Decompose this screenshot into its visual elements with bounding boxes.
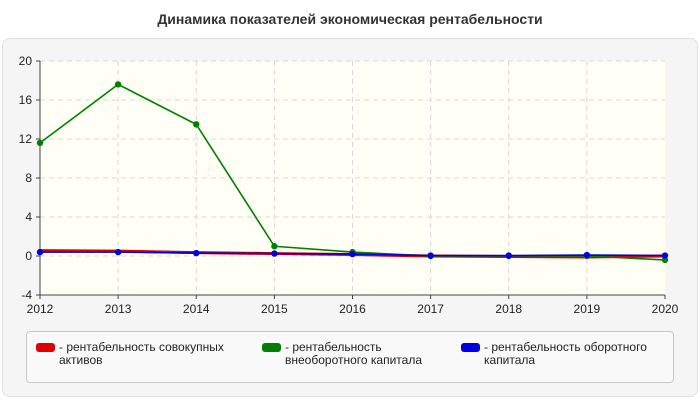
y-tick-labels: -4 0 4 8 12 16 20: [19, 54, 33, 302]
chart-title: Динамика показателей экономическая рента…: [157, 11, 543, 27]
y-tick-label: 8: [25, 171, 32, 185]
x-tick-label: 2017: [417, 302, 444, 316]
data-point: [661, 256, 669, 264]
x-tick-label: 2015: [261, 302, 288, 316]
legend: - рентабельность совокупных активов - ре…: [26, 331, 674, 383]
data-point: [114, 248, 122, 256]
legend-item-asset[interactable]: - рентабельность совокупных активов: [36, 341, 251, 367]
legend-swatch-green: [262, 343, 281, 352]
legend-swatch-blue: [461, 343, 480, 352]
data-point: [427, 252, 434, 259]
data-point: [114, 81, 122, 88]
data-point: [583, 251, 591, 259]
y-tick-label: 16: [19, 93, 33, 107]
data-point: [349, 250, 356, 258]
series-lines: [36, 81, 669, 264]
data-point: [36, 248, 44, 256]
x-tick-label: 2014: [183, 302, 210, 316]
y-tick-label: 20: [19, 54, 33, 68]
legend-label: - рентабельность совокупных активов: [59, 340, 224, 367]
legend-label: - рентабельность оборотного капитала: [484, 340, 647, 367]
y-tick-label: 12: [19, 132, 33, 146]
x-tick-label: 2012: [27, 302, 54, 316]
x-tick-label: 2019: [574, 302, 601, 316]
legend-label: - рентабельность внеоборотного капитала: [285, 340, 422, 367]
data-point: [505, 252, 512, 259]
legend-item-current[interactable]: - рентабельность оборотного капитала: [461, 341, 671, 367]
y-tick-label: 4: [25, 210, 32, 224]
data-point: [36, 139, 44, 147]
legend-swatch-red: [36, 343, 55, 352]
y-tick-label: -4: [21, 288, 32, 302]
x-tick-label: 2016: [339, 302, 366, 316]
x-tick-label: 2013: [105, 302, 132, 316]
data-point: [271, 250, 278, 257]
data-point: [193, 249, 200, 257]
data-point: [661, 252, 669, 259]
x-tick-labels: 2012 2013 2014 2015 2016 2017 2018 2019 2020: [27, 302, 679, 316]
y-tick-label: 0: [25, 249, 32, 263]
x-tick-label: 2018: [495, 302, 522, 316]
data-point: [193, 121, 200, 128]
x-tick-label: 2020: [652, 302, 679, 316]
axes: [36, 60, 666, 299]
grid-lines: [40, 60, 665, 296]
legend-item-noncurrent[interactable]: - рентабельность внеоборотного капитала: [262, 341, 462, 367]
data-point: [271, 243, 278, 250]
